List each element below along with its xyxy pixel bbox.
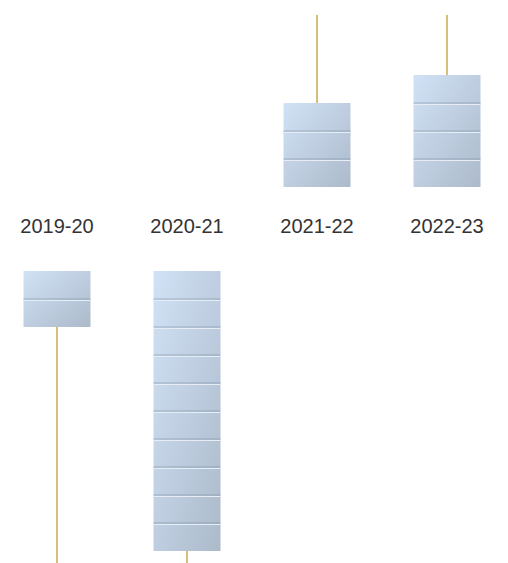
swatch-fold bbox=[154, 412, 221, 413]
swatch-edge bbox=[414, 103, 481, 104]
stem bbox=[446, 15, 448, 75]
swatch-edge bbox=[154, 299, 221, 300]
year-label: 2022-23 bbox=[410, 215, 483, 237]
swatch-fold bbox=[414, 132, 481, 133]
swatch-fold bbox=[154, 300, 221, 301]
swatch-edge bbox=[284, 131, 351, 132]
swatch-fold bbox=[154, 440, 221, 441]
category-labels: 2019-20 2020-21 2021-22 2022-23 bbox=[20, 215, 483, 237]
swatch-edge bbox=[154, 439, 221, 440]
swatch-edge bbox=[414, 131, 481, 132]
swatch-edge bbox=[414, 159, 481, 160]
stem bbox=[316, 15, 318, 103]
swatch-edge bbox=[284, 159, 351, 160]
swatch-fold bbox=[154, 524, 221, 525]
stem bbox=[186, 551, 188, 563]
swatch-edge bbox=[154, 411, 221, 412]
swatch-stack bbox=[154, 271, 221, 551]
swatch-stack bbox=[24, 271, 91, 327]
stem bbox=[56, 327, 58, 563]
plot-area bbox=[24, 15, 481, 563]
swatch-fold bbox=[24, 300, 91, 301]
swatch-edge bbox=[154, 355, 221, 356]
year-label: 2021-22 bbox=[280, 215, 353, 237]
swatch-stack bbox=[284, 103, 351, 187]
swatch-fold bbox=[284, 132, 351, 133]
swatch-fold bbox=[154, 496, 221, 497]
year-label: 2020-21 bbox=[150, 215, 223, 237]
year-label: 2019-20 bbox=[20, 215, 93, 237]
swatch-fold bbox=[154, 468, 221, 469]
swatch-fold bbox=[284, 160, 351, 161]
swatch-edge bbox=[24, 299, 91, 300]
swatch-fold bbox=[154, 384, 221, 385]
swatch-fold bbox=[154, 328, 221, 329]
chart: 2019-20 2020-21 2021-22 2022-23 bbox=[0, 0, 508, 563]
swatch-fold bbox=[414, 160, 481, 161]
swatch-edge bbox=[154, 383, 221, 384]
swatch-edge bbox=[154, 467, 221, 468]
swatch-fold bbox=[414, 104, 481, 105]
swatch-edge bbox=[154, 523, 221, 524]
swatch-fold bbox=[154, 356, 221, 357]
swatch-edge bbox=[154, 327, 221, 328]
swatch-stack bbox=[414, 75, 481, 187]
swatch-edge bbox=[154, 495, 221, 496]
